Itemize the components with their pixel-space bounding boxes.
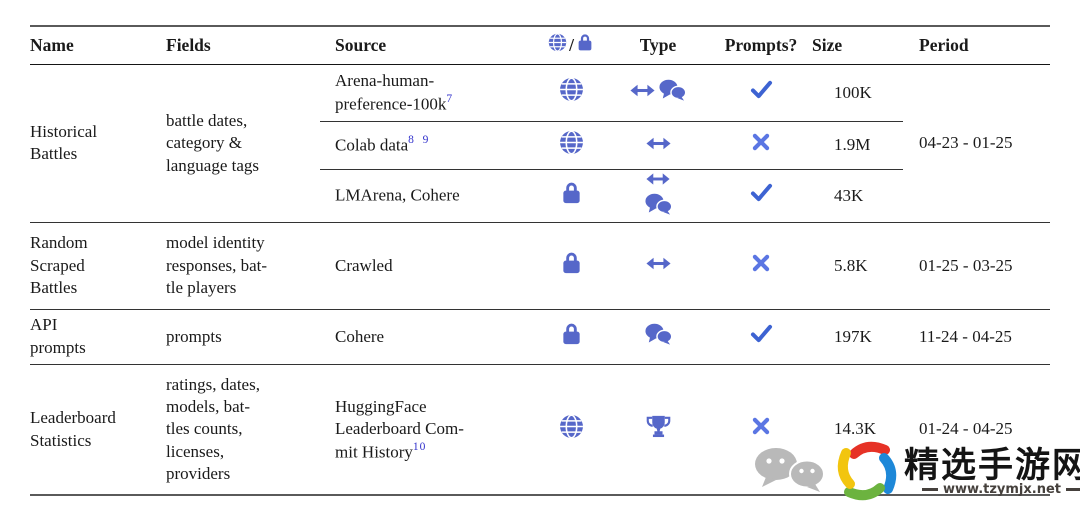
watermark-site-url: www.tzymjx.net bbox=[922, 482, 1080, 497]
comments-icon bbox=[644, 193, 672, 221]
check-icon bbox=[750, 324, 773, 349]
cell-size: 197K bbox=[812, 308, 903, 365]
col-header-source: Source bbox=[320, 26, 536, 65]
cross-icon bbox=[752, 133, 770, 157]
lock-icon bbox=[560, 322, 583, 352]
arrows-icon bbox=[645, 255, 671, 277]
cell-source: Colab data8 9 bbox=[320, 121, 536, 170]
access-separator: / bbox=[569, 34, 574, 55]
footnote-ref-link[interactable]: 7 bbox=[446, 92, 454, 105]
cell-size: 100K bbox=[812, 64, 903, 122]
cell-size: 5.8K bbox=[812, 221, 903, 310]
table-row: Historical Battles battle dates, categor… bbox=[30, 64, 1050, 175]
cell-name: API prompts bbox=[30, 308, 166, 365]
arrows-icon bbox=[646, 170, 670, 192]
table-row: Colab data8 9 1.9M bbox=[30, 121, 1050, 170]
cell-fields: prompts bbox=[166, 308, 320, 365]
cell-access bbox=[536, 170, 606, 223]
footnote-ref-link[interactable]: 10 bbox=[412, 440, 427, 453]
cross-icon bbox=[752, 417, 770, 441]
cell-access bbox=[536, 363, 606, 496]
table-header: Name Fields Source / Type Prompts? Size … bbox=[30, 26, 1050, 65]
footnote-ref-link[interactable]: 8 9 bbox=[408, 133, 430, 146]
cell-source: LMArena, Cohere bbox=[335, 186, 460, 206]
table-row: Leaderboard Statistics ratings, dates, m… bbox=[30, 363, 1050, 496]
globe-icon bbox=[559, 77, 584, 108]
wechat-icon bbox=[754, 447, 828, 498]
site-watermark: 精选手游网 www.tzymjx.net bbox=[752, 436, 1080, 508]
lock-icon bbox=[576, 33, 594, 58]
arrows-icon bbox=[645, 135, 671, 157]
lock-icon bbox=[560, 251, 583, 281]
cross-icon bbox=[752, 254, 770, 278]
cell-source: Crawled bbox=[320, 221, 536, 310]
cell-name: Random Scraped Battles bbox=[30, 221, 166, 310]
cell-fields: model identity responses, bat- tle playe… bbox=[166, 221, 320, 310]
cell-source: HuggingFace Leaderboard Com- mit History… bbox=[320, 363, 536, 496]
col-header-name: Name bbox=[30, 26, 166, 65]
datasets-table: Name Fields Source / Type Prompts? Size … bbox=[30, 25, 1050, 497]
cell-period: 04-23 - 01-25 bbox=[919, 133, 1013, 153]
col-header-prompts: Prompts? bbox=[710, 26, 812, 65]
cell-size: 43K bbox=[834, 185, 864, 205]
table-row: LMArena, Cohere 43K bbox=[30, 170, 1050, 223]
watermark-site-name: 精选手游网 bbox=[904, 446, 1080, 486]
col-header-type: Type bbox=[606, 26, 710, 65]
comments-icon bbox=[659, 79, 687, 107]
comments-icon bbox=[644, 323, 672, 351]
col-header-period: Period bbox=[903, 26, 1050, 65]
cell-type bbox=[606, 221, 710, 310]
cell-size: 1.9M bbox=[812, 121, 903, 170]
cell-name: Leaderboard Statistics bbox=[30, 363, 166, 496]
cell-access bbox=[536, 121, 606, 170]
arrows-icon bbox=[630, 82, 655, 104]
globe-icon bbox=[559, 414, 584, 445]
dash-divider bbox=[922, 488, 938, 491]
lock-icon bbox=[560, 181, 583, 211]
cell-access bbox=[536, 308, 606, 365]
cell-prompts bbox=[710, 64, 812, 122]
trophy-icon bbox=[646, 414, 671, 444]
cell-name: Historical Battles bbox=[30, 122, 98, 164]
cell-period: 01-24 - 04-25 bbox=[903, 363, 1050, 496]
col-header-access: / bbox=[536, 26, 606, 65]
check-icon bbox=[750, 183, 773, 208]
dash-divider bbox=[1066, 488, 1080, 491]
col-header-fields: Fields bbox=[166, 26, 320, 65]
col-header-size: Size bbox=[812, 26, 903, 65]
globe-icon bbox=[548, 33, 567, 58]
table-row: API prompts prompts Cohere 197K 11-24 - … bbox=[30, 308, 1050, 365]
cell-fields: ratings, dates, models, bat- tles counts… bbox=[166, 363, 320, 496]
cell-prompts bbox=[710, 121, 812, 170]
cell-prompts bbox=[710, 308, 812, 365]
cell-prompts bbox=[710, 170, 812, 223]
cell-period: 01-25 - 03-25 bbox=[903, 221, 1050, 310]
cell-access bbox=[536, 221, 606, 310]
cell-access bbox=[536, 64, 606, 122]
cell-type bbox=[606, 64, 710, 122]
cell-source: Cohere bbox=[320, 308, 536, 365]
cell-fields: battle dates, category & language tags bbox=[166, 110, 259, 175]
cell-type bbox=[606, 170, 710, 223]
table-row: Random Scraped Battles model identity re… bbox=[30, 221, 1050, 310]
cell-prompts bbox=[710, 221, 812, 310]
cell-period: 11-24 - 04-25 bbox=[903, 308, 1050, 365]
check-icon bbox=[750, 80, 773, 105]
globe-icon bbox=[559, 130, 584, 161]
cell-type bbox=[606, 121, 710, 170]
cell-type bbox=[606, 363, 710, 496]
cell-type bbox=[606, 308, 710, 365]
pinwheel-logo-icon bbox=[832, 436, 902, 511]
cell-source: Arena-human- preference-100k7 bbox=[320, 64, 536, 122]
